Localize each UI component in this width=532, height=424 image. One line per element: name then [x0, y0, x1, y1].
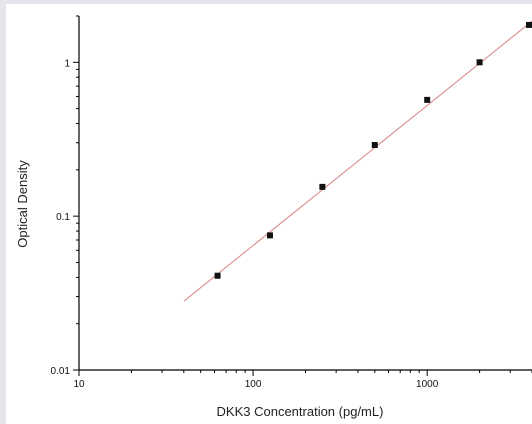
- fit-line: [183, 20, 532, 302]
- fit-line-group: [183, 20, 532, 302]
- data-point: [424, 96, 431, 103]
- data-point: [526, 21, 532, 28]
- x-tick-label: 100: [245, 379, 262, 390]
- x-tick-label: 10: [73, 379, 85, 390]
- y-tick-label: 1: [64, 58, 70, 69]
- axes: 10 100 1000 0.01 0.1 1: [51, 15, 532, 390]
- x-axis-title: DKK3 Concentration (pg/mL): [217, 404, 384, 419]
- data-point: [371, 142, 378, 149]
- data-point: [319, 183, 326, 190]
- y-tick-label: 0.1: [56, 212, 70, 223]
- data-points: [214, 21, 532, 279]
- data-point: [266, 232, 273, 239]
- data-point: [476, 59, 483, 66]
- chart-panel: [6, 4, 532, 424]
- x-tick-label: 1000: [416, 379, 439, 390]
- y-axis-title: Optical Density: [15, 160, 30, 248]
- y-tick-label: 0.01: [51, 366, 71, 377]
- data-point: [214, 272, 221, 279]
